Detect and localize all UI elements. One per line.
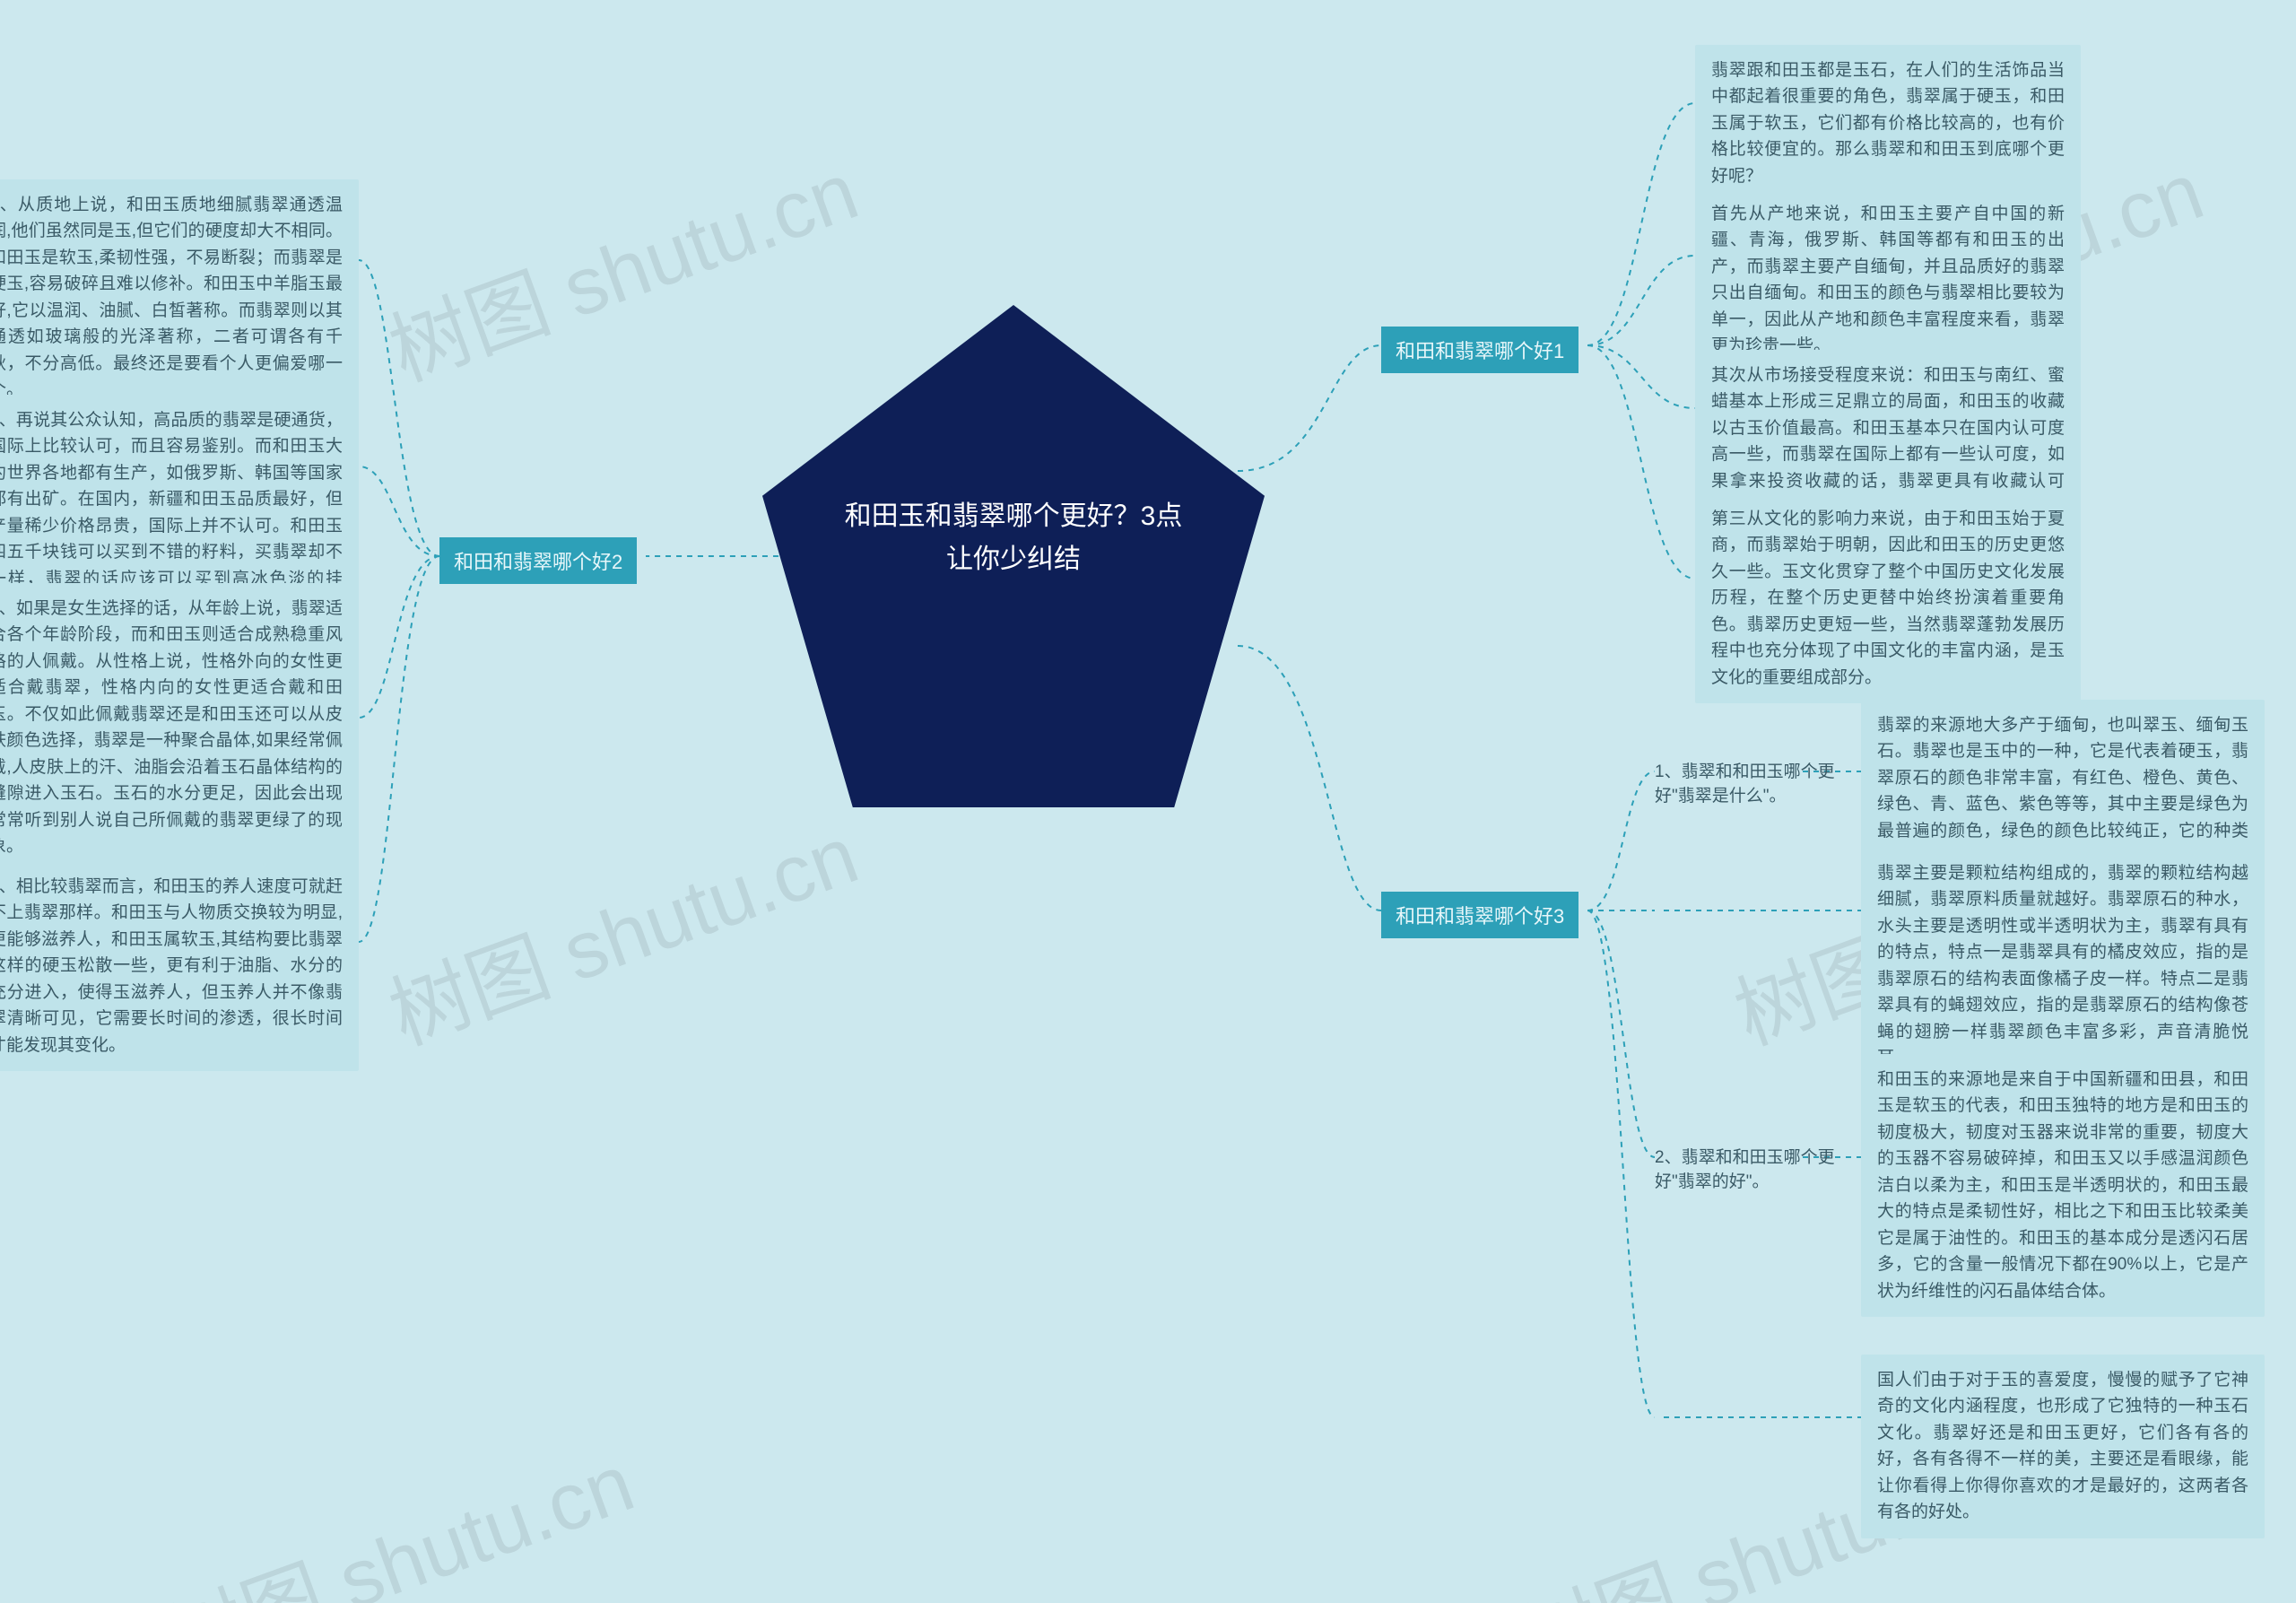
leaf-left2-1: 1、从质地上说，和田玉质地细腻翡翠通透温润,他们虽然同是玉,但它们的硬度却大不相… [0, 179, 359, 416]
watermark: 树图 shutu.cn [371, 790, 871, 1067]
leaf-left2-4: 4、相比较翡翠而言，和田玉的养人速度可就赶不上翡翠那样。和田玉与人物质交换较为明… [0, 861, 359, 1071]
leaf-right3-3: 和田玉的来源地是来自于中国新疆和田县，和田玉是软玉的代表，和田玉独特的地方是和田… [1861, 1054, 2265, 1317]
leaf-right3-num2: 2、翡翠和和田玉哪个更好"翡翠的好"。 [1655, 1146, 1852, 1194]
leaf-right1-4: 第三从文化的影响力来说，由于和田玉始于夏商，而翡翠始于明朝，因此和田玉的历史更悠… [1695, 493, 2081, 703]
branch-right1[interactable]: 和田和翡翠哪个好1 [1381, 327, 1578, 373]
leaf-right3-num1: 1、翡翠和和田玉哪个更好"翡翠是什么"。 [1655, 761, 1852, 808]
leaf-right1-1: 翡翠跟和田玉都是玉石，在人们的生活饰品当中都起着很重要的角色，翡翠属于硬玉，和田… [1695, 45, 2081, 202]
leaf-left2-3: 3、如果是女生选择的话，从年龄上说，翡翠适合各个年龄阶段，而和田玉则适合成熟稳重… [0, 583, 359, 872]
branch-left2[interactable]: 和田和翡翠哪个好2 [439, 537, 637, 584]
branch-right3[interactable]: 和田和翡翠哪个好3 [1381, 892, 1578, 938]
leaf-right1-2: 首先从产地来说，和田玉主要产自中国的新疆、青海，俄罗斯、韩国等都有和田玉的出产，… [1695, 188, 2081, 372]
center-title: 和田玉和翡翠哪个更好？3点让你少纠结 [834, 495, 1193, 581]
center-shape: 和田玉和翡翠哪个更好？3点让你少纠结 [762, 305, 1265, 807]
center-node: 和田玉和翡翠哪个更好？3点让你少纠结 [762, 305, 1265, 807]
leaf-right3-4: 国人们由于对于玉的喜爱度，慢慢的赋予了它神奇的文化内涵程度，也形成了它独特的一种… [1861, 1355, 2265, 1538]
watermark: 树图 shutu.cn [147, 1418, 647, 1603]
leaf-right3-2: 翡翠主要是颗粒结构组成的，翡翠的颗粒结构越细腻，翡翠原料质量就越好。翡翠原石的种… [1861, 848, 2265, 1085]
